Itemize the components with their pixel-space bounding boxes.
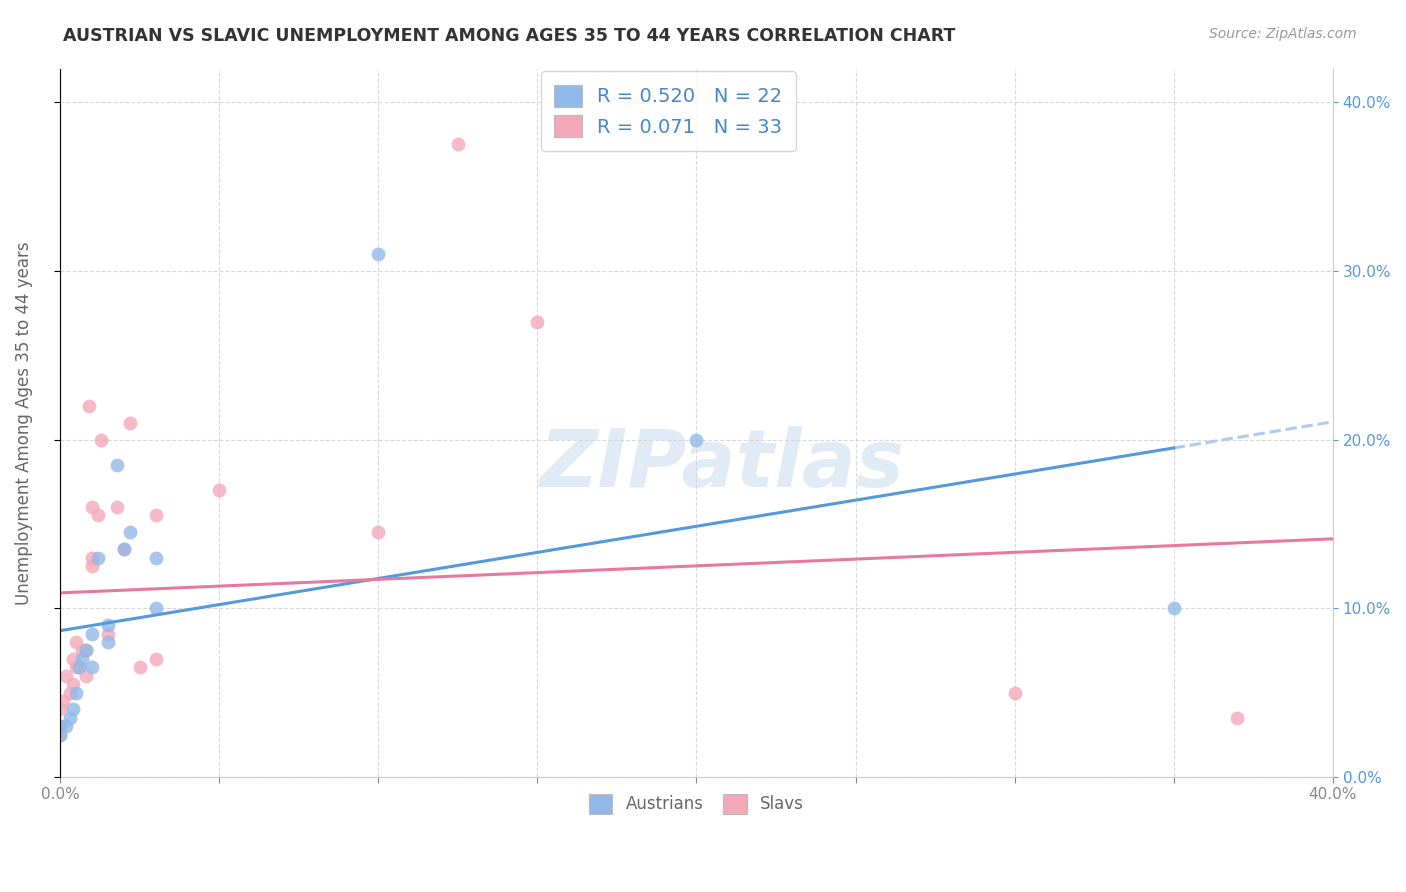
Point xyxy=(75,643,97,657)
Point xyxy=(1226,711,1249,725)
Point xyxy=(55,719,77,733)
Point xyxy=(80,626,103,640)
Point xyxy=(80,660,103,674)
Point xyxy=(62,652,84,666)
Point xyxy=(1163,601,1185,615)
Point xyxy=(49,719,72,733)
Point xyxy=(75,643,97,657)
Point xyxy=(97,626,120,640)
Point xyxy=(87,508,110,523)
Point xyxy=(49,719,72,733)
Point xyxy=(59,685,82,699)
Point xyxy=(145,508,167,523)
Point xyxy=(55,668,77,682)
Point xyxy=(80,500,103,514)
Point xyxy=(128,660,150,674)
Point xyxy=(447,137,470,152)
Point xyxy=(77,399,100,413)
Point xyxy=(97,635,120,649)
Point xyxy=(105,500,128,514)
Point xyxy=(120,525,142,540)
Text: Source: ZipAtlas.com: Source: ZipAtlas.com xyxy=(1209,27,1357,41)
Point xyxy=(87,550,110,565)
Point xyxy=(62,702,84,716)
Point xyxy=(65,660,87,674)
Point xyxy=(75,668,97,682)
Point xyxy=(145,550,167,565)
Point xyxy=(49,702,72,716)
Point xyxy=(80,550,103,565)
Point xyxy=(59,711,82,725)
Point xyxy=(67,660,90,674)
Legend: Austrians, Slavs: Austrians, Slavs xyxy=(576,782,815,825)
Point xyxy=(105,458,128,472)
Point xyxy=(65,685,87,699)
Point xyxy=(49,728,72,742)
Text: ZIPatlas: ZIPatlas xyxy=(540,426,904,504)
Point xyxy=(367,525,389,540)
Point xyxy=(120,416,142,430)
Point xyxy=(90,433,112,447)
Point xyxy=(97,618,120,632)
Point xyxy=(145,601,167,615)
Point xyxy=(145,652,167,666)
Point xyxy=(72,652,94,666)
Point xyxy=(65,635,87,649)
Point xyxy=(72,643,94,657)
Point xyxy=(685,433,707,447)
Point xyxy=(112,542,135,557)
Point xyxy=(367,247,389,261)
Point xyxy=(52,694,75,708)
Point xyxy=(67,660,90,674)
Point xyxy=(49,728,72,742)
Point xyxy=(112,542,135,557)
Y-axis label: Unemployment Among Ages 35 to 44 years: Unemployment Among Ages 35 to 44 years xyxy=(15,241,32,605)
Point xyxy=(208,483,231,498)
Point xyxy=(62,677,84,691)
Text: AUSTRIAN VS SLAVIC UNEMPLOYMENT AMONG AGES 35 TO 44 YEARS CORRELATION CHART: AUSTRIAN VS SLAVIC UNEMPLOYMENT AMONG AG… xyxy=(63,27,956,45)
Point xyxy=(80,559,103,574)
Point xyxy=(1004,685,1026,699)
Point xyxy=(526,314,548,328)
